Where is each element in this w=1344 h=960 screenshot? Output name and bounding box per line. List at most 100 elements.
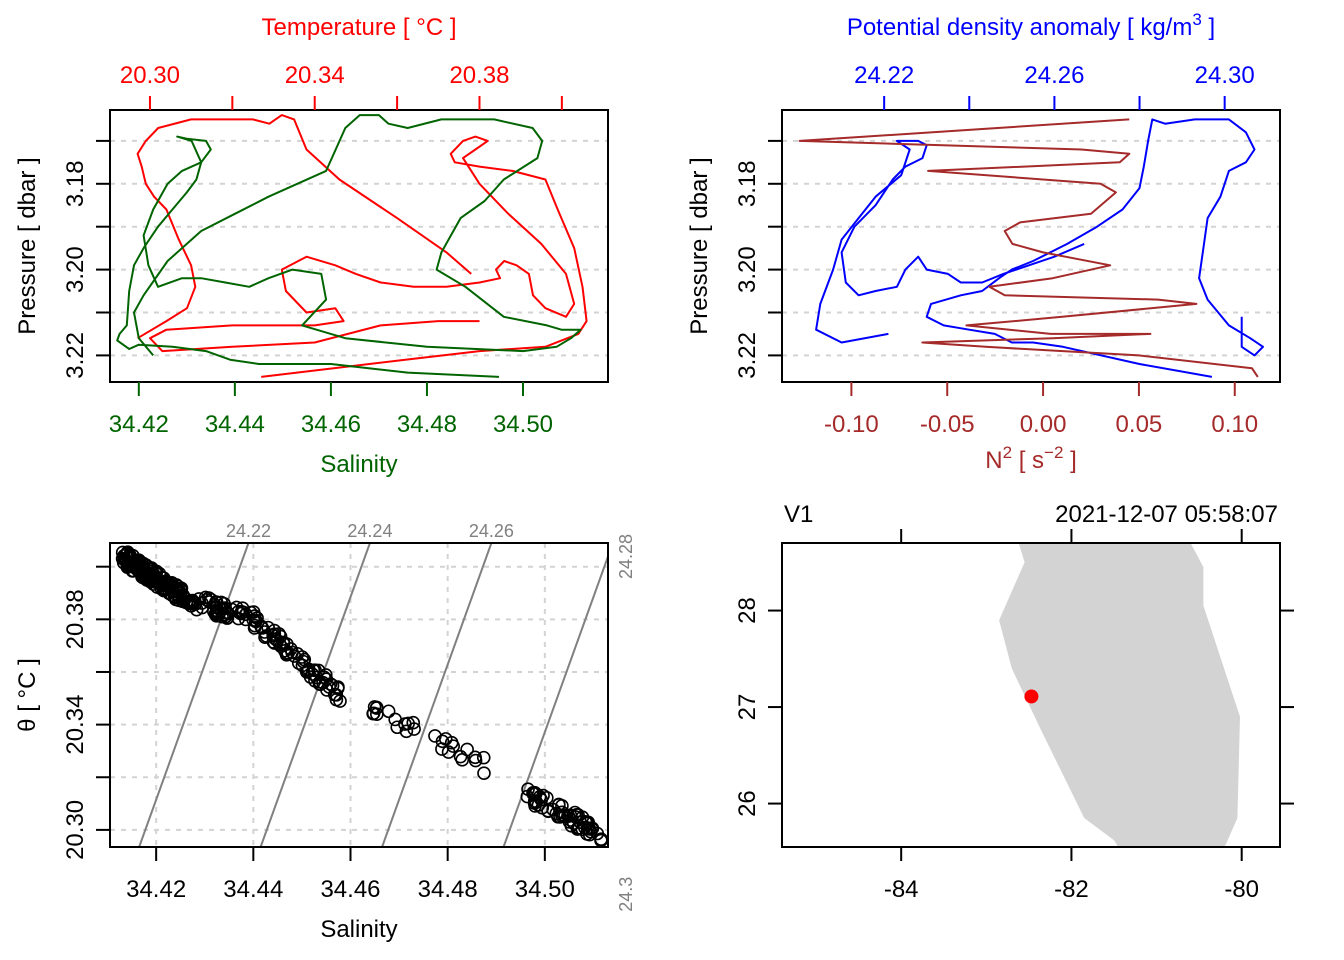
ts-data-point [313, 675, 327, 689]
bottom-axis-tick-label: 34.50 [493, 411, 553, 438]
ts-data-point [192, 592, 206, 606]
density-label-close: ] [1202, 14, 1215, 41]
isopycnal-label: 24.26 [469, 521, 514, 541]
ts-data-point [231, 611, 246, 626]
isopycnal-line [138, 543, 250, 847]
isopycnal-line [625, 543, 734, 847]
top-axis-tick-label: 20.30 [120, 62, 180, 89]
bottom-axis-tick-label: -0.10 [824, 411, 879, 438]
x-axis-tick-label: 34.50 [515, 876, 575, 903]
density-unit-exponent: 3 [1192, 10, 1201, 29]
plot-frame [109, 542, 609, 848]
top-axis-tick-label: 20.34 [285, 62, 345, 89]
series-line-temperature [149, 135, 588, 378]
bottom-axis-tick-label: 34.42 [109, 411, 169, 438]
series-line-salinity [116, 114, 582, 378]
n2-label-n: N [985, 447, 1002, 474]
map-y-axis-tick-label: 27 [734, 694, 761, 721]
x-axis-tick-label: 34.44 [223, 876, 283, 903]
ts-data-point [580, 827, 594, 841]
y-axis-tick-label: 20.30 [62, 800, 89, 860]
ts-data-point [388, 712, 402, 727]
ts-data-point [541, 803, 555, 818]
map-station-time: 2021-12-07 05:58:07 [1055, 501, 1278, 528]
n2-unit-exponent: −2 [1044, 443, 1063, 462]
map-y-axis-tick-label: 28 [734, 597, 761, 624]
n2-label-close: ] [1063, 447, 1076, 474]
series-line-potential-density-anomaly [925, 118, 1264, 378]
ts-data-point [468, 750, 482, 765]
bottom-axis-tick-label: 34.44 [205, 411, 265, 438]
density-label-text: Potential density anomaly [ kg/m [847, 14, 1193, 41]
top-axis-tick-label: 24.22 [854, 62, 914, 89]
ts-data-point [317, 670, 331, 685]
x-axis-tick-label: 34.46 [320, 876, 380, 903]
map-station-name: V1 [784, 501, 813, 528]
n2-label-unit: [ s [1012, 447, 1044, 474]
map-x-axis-tick-label: -84 [884, 876, 919, 903]
plot-frame [109, 109, 609, 383]
ts-data-point [528, 799, 542, 813]
left-axis-tick-label: 3.18 [62, 160, 89, 207]
panel-temperature-salinity-profile: Temperature [ °C ] Salinity Pressure [ d… [14, 14, 609, 478]
panel-ts-diagram: Salinity θ [ °C ] 24.22 24.24 24.26 24.28 24… [14, 521, 734, 943]
map-frame [781, 542, 1281, 848]
bottom-axis-tick-label: 34.48 [397, 411, 457, 438]
ts-data-point [209, 595, 224, 609]
ts-data-point [555, 809, 569, 823]
ts-data-point [250, 611, 264, 625]
ts-data-point [231, 604, 246, 619]
y-axis-title-theta: θ [ °C ] [14, 658, 41, 732]
series-line-temperature-upper-limb- [136, 114, 472, 340]
top-axis-title-temperature: Temperature [ °C ] [262, 14, 457, 41]
ts-data-point [370, 707, 384, 722]
n2-label-exponent: 2 [1003, 443, 1012, 462]
y-axis-tick-label: 20.34 [62, 695, 89, 755]
plot-frame [781, 109, 1281, 383]
isopycnal-line [381, 543, 493, 847]
ts-data-point [259, 629, 274, 643]
series-line-n2 [798, 118, 1259, 378]
top-axis-title-density: Potential density anomaly [ kg/m3 ] [847, 10, 1215, 41]
map-y-axis-tick-label: 26 [734, 790, 761, 817]
x-axis-tick-label: 34.48 [418, 876, 478, 903]
ts-data-point [575, 810, 590, 824]
left-axis-tick-label: 3.20 [62, 246, 89, 293]
top-axis-tick-label: 24.26 [1024, 62, 1084, 89]
ts-data-point [390, 720, 405, 735]
y-axis-tick-label: 20.38 [62, 589, 89, 649]
left-axis-title-pressure: Pressure [ dbar ] [14, 157, 41, 334]
ts-data-point [438, 732, 453, 746]
ts-data-point [123, 551, 138, 566]
ts-data-point [278, 643, 292, 658]
ts-data-point [381, 704, 396, 719]
bottom-axis-title-salinity: Salinity [320, 451, 397, 478]
bottom-axis-tick-label: -0.05 [920, 411, 975, 438]
isopycnal-label: 24.24 [347, 521, 392, 541]
x-axis-tick-label: 34.42 [126, 876, 186, 903]
top-axis-tick-label: 20.38 [449, 62, 509, 89]
bottom-axis-title-n2: N2 [ s−2 ] [985, 443, 1077, 474]
ts-data-point [399, 724, 414, 739]
ts-data-point [306, 663, 321, 678]
ts-data-point [476, 750, 491, 765]
ts-data-point [521, 782, 535, 797]
top-axis-tick-label: 24.30 [1195, 62, 1255, 89]
ts-data-point [556, 808, 571, 822]
ts-data-point [270, 633, 285, 648]
land-polygon-florida [999, 543, 1240, 847]
isopycnal-label: 24.3 [616, 877, 636, 912]
left-axis-title-pressure-2: Pressure [ dbar ] [686, 157, 713, 334]
ts-data-point [136, 566, 151, 580]
bottom-axis-tick-label: 34.46 [301, 411, 361, 438]
left-axis-tick-label: 3.22 [62, 332, 89, 379]
ts-data-point [199, 593, 214, 607]
ts-data-point [267, 627, 282, 641]
ts-data-point [149, 575, 163, 590]
ts-data-point [185, 593, 200, 608]
bottom-axis-tick-label: 0.00 [1020, 411, 1067, 438]
panel-density-n2-profile: Potential density anomaly [ kg/m3 ] N2 [… [686, 10, 1281, 474]
ts-data-point [267, 636, 282, 650]
series-line-potential-density-anomaly-upper-limb- [815, 139, 1085, 344]
